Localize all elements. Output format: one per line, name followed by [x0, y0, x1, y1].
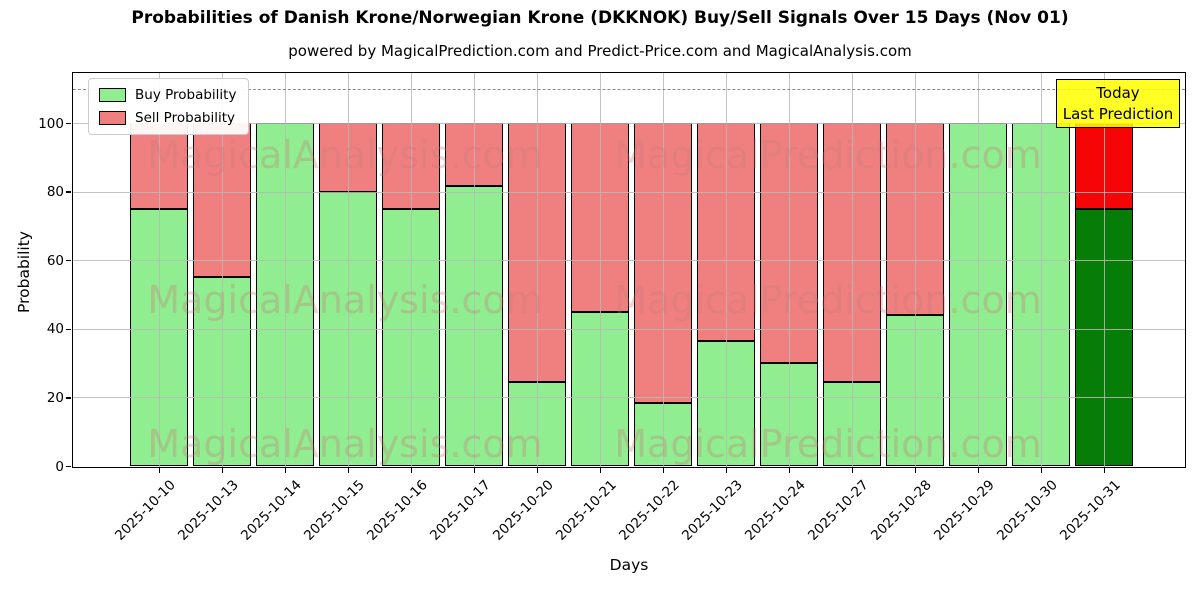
x-tick-mark: [1103, 468, 1106, 473]
y-tick-label: 80: [46, 184, 64, 201]
chart-title: Probabilities of Danish Krone/Norwegian …: [131, 8, 1069, 28]
x-gridline: [1104, 73, 1105, 467]
today-annotation-line1: Today: [1096, 83, 1140, 102]
legend-label-buy: Buy Probability: [135, 87, 237, 103]
buy-probability-swatch: [99, 88, 126, 102]
x-tick-mark: [914, 468, 917, 473]
x-tick-mark: [410, 468, 413, 473]
y-gridline: [73, 191, 1185, 193]
legend-label-sell: Sell Probability: [135, 110, 236, 126]
x-tick-label: 2025-10-13: [175, 477, 242, 544]
plot-area: [72, 72, 1186, 468]
x-tick-label: 2025-10-31: [1057, 477, 1124, 544]
y-tick-label: 0: [55, 458, 64, 475]
upper-dashed-gridline: [73, 88, 1185, 90]
x-tick-mark: [158, 468, 161, 473]
legend: Buy Probability Sell Probability: [88, 78, 250, 135]
y-tick-mark: [66, 397, 71, 399]
y-gridline: [73, 328, 1185, 330]
x-tick-label: 2025-10-15: [301, 477, 368, 544]
x-tick-mark: [662, 468, 665, 473]
x-tick-label: 2025-10-23: [679, 477, 746, 544]
x-tick-label: 2025-10-10: [112, 477, 179, 544]
x-gridline: [159, 73, 160, 467]
today-annotation-line2: Last Prediction: [1062, 104, 1174, 123]
y-tick-label: 100: [38, 115, 64, 132]
x-tick-label: 2025-10-22: [616, 477, 683, 544]
x-gridline: [474, 73, 475, 467]
x-tick-label: 2025-10-24: [742, 477, 809, 544]
x-axis-label: Days: [609, 556, 649, 574]
x-tick-mark: [599, 468, 602, 473]
x-tick-label: 2025-10-30: [994, 477, 1061, 544]
y-tick-mark: [66, 191, 71, 193]
x-gridline: [852, 73, 853, 467]
sell-probability-swatch: [99, 111, 126, 125]
x-gridline: [663, 73, 664, 467]
y-tick-mark: [66, 122, 71, 125]
y-gridline: [73, 397, 1185, 399]
y-axis-label: Probability: [15, 231, 33, 313]
x-tick-mark: [725, 468, 728, 473]
x-tick-label: 2025-10-21: [553, 477, 620, 544]
x-gridline: [915, 73, 916, 467]
grid-layer: [73, 73, 1185, 467]
x-tick-mark: [284, 468, 287, 473]
x-gridline: [1041, 73, 1042, 467]
x-gridline: [978, 73, 979, 467]
x-tick-label: 2025-10-17: [427, 477, 494, 544]
x-tick-label: 2025-10-29: [931, 477, 998, 544]
y-tick-label: 60: [46, 252, 64, 269]
chart-subtitle: powered by MagicalPrediction.com and Pre…: [288, 42, 912, 60]
x-gridline: [222, 73, 223, 467]
y-tick-label: 40: [46, 321, 64, 338]
x-tick-mark: [977, 468, 980, 473]
x-gridline: [726, 73, 727, 467]
x-tick-mark: [347, 468, 350, 473]
y-gridline: [73, 260, 1185, 262]
y-tick-mark: [66, 259, 71, 262]
x-tick-mark: [221, 468, 224, 473]
x-tick-mark: [473, 468, 476, 473]
x-gridline: [348, 73, 349, 467]
legend-item-sell: Sell Probability: [99, 110, 236, 126]
x-tick-label: 2025-10-28: [868, 477, 935, 544]
y-gridline: [73, 123, 1185, 124]
y-tick-mark: [66, 465, 71, 468]
x-tick-label: 2025-10-20: [490, 477, 557, 544]
x-tick-mark: [536, 468, 539, 473]
x-gridline: [285, 73, 286, 467]
x-tick-label: 2025-10-16: [364, 477, 431, 544]
x-gridline: [411, 73, 412, 467]
y-tick-label: 20: [46, 389, 64, 406]
legend-item-buy: Buy Probability: [99, 87, 236, 103]
x-tick-label: 2025-10-27: [805, 477, 872, 544]
x-gridline: [789, 73, 790, 467]
today-annotation: Today Last Prediction: [1056, 79, 1180, 128]
x-gridline: [600, 73, 601, 467]
x-tick-label: 2025-10-14: [238, 477, 305, 544]
x-tick-mark: [1040, 468, 1043, 473]
y-tick-mark: [66, 328, 71, 331]
x-tick-mark: [788, 468, 791, 473]
x-tick-mark: [851, 468, 854, 473]
x-gridline: [537, 73, 538, 467]
